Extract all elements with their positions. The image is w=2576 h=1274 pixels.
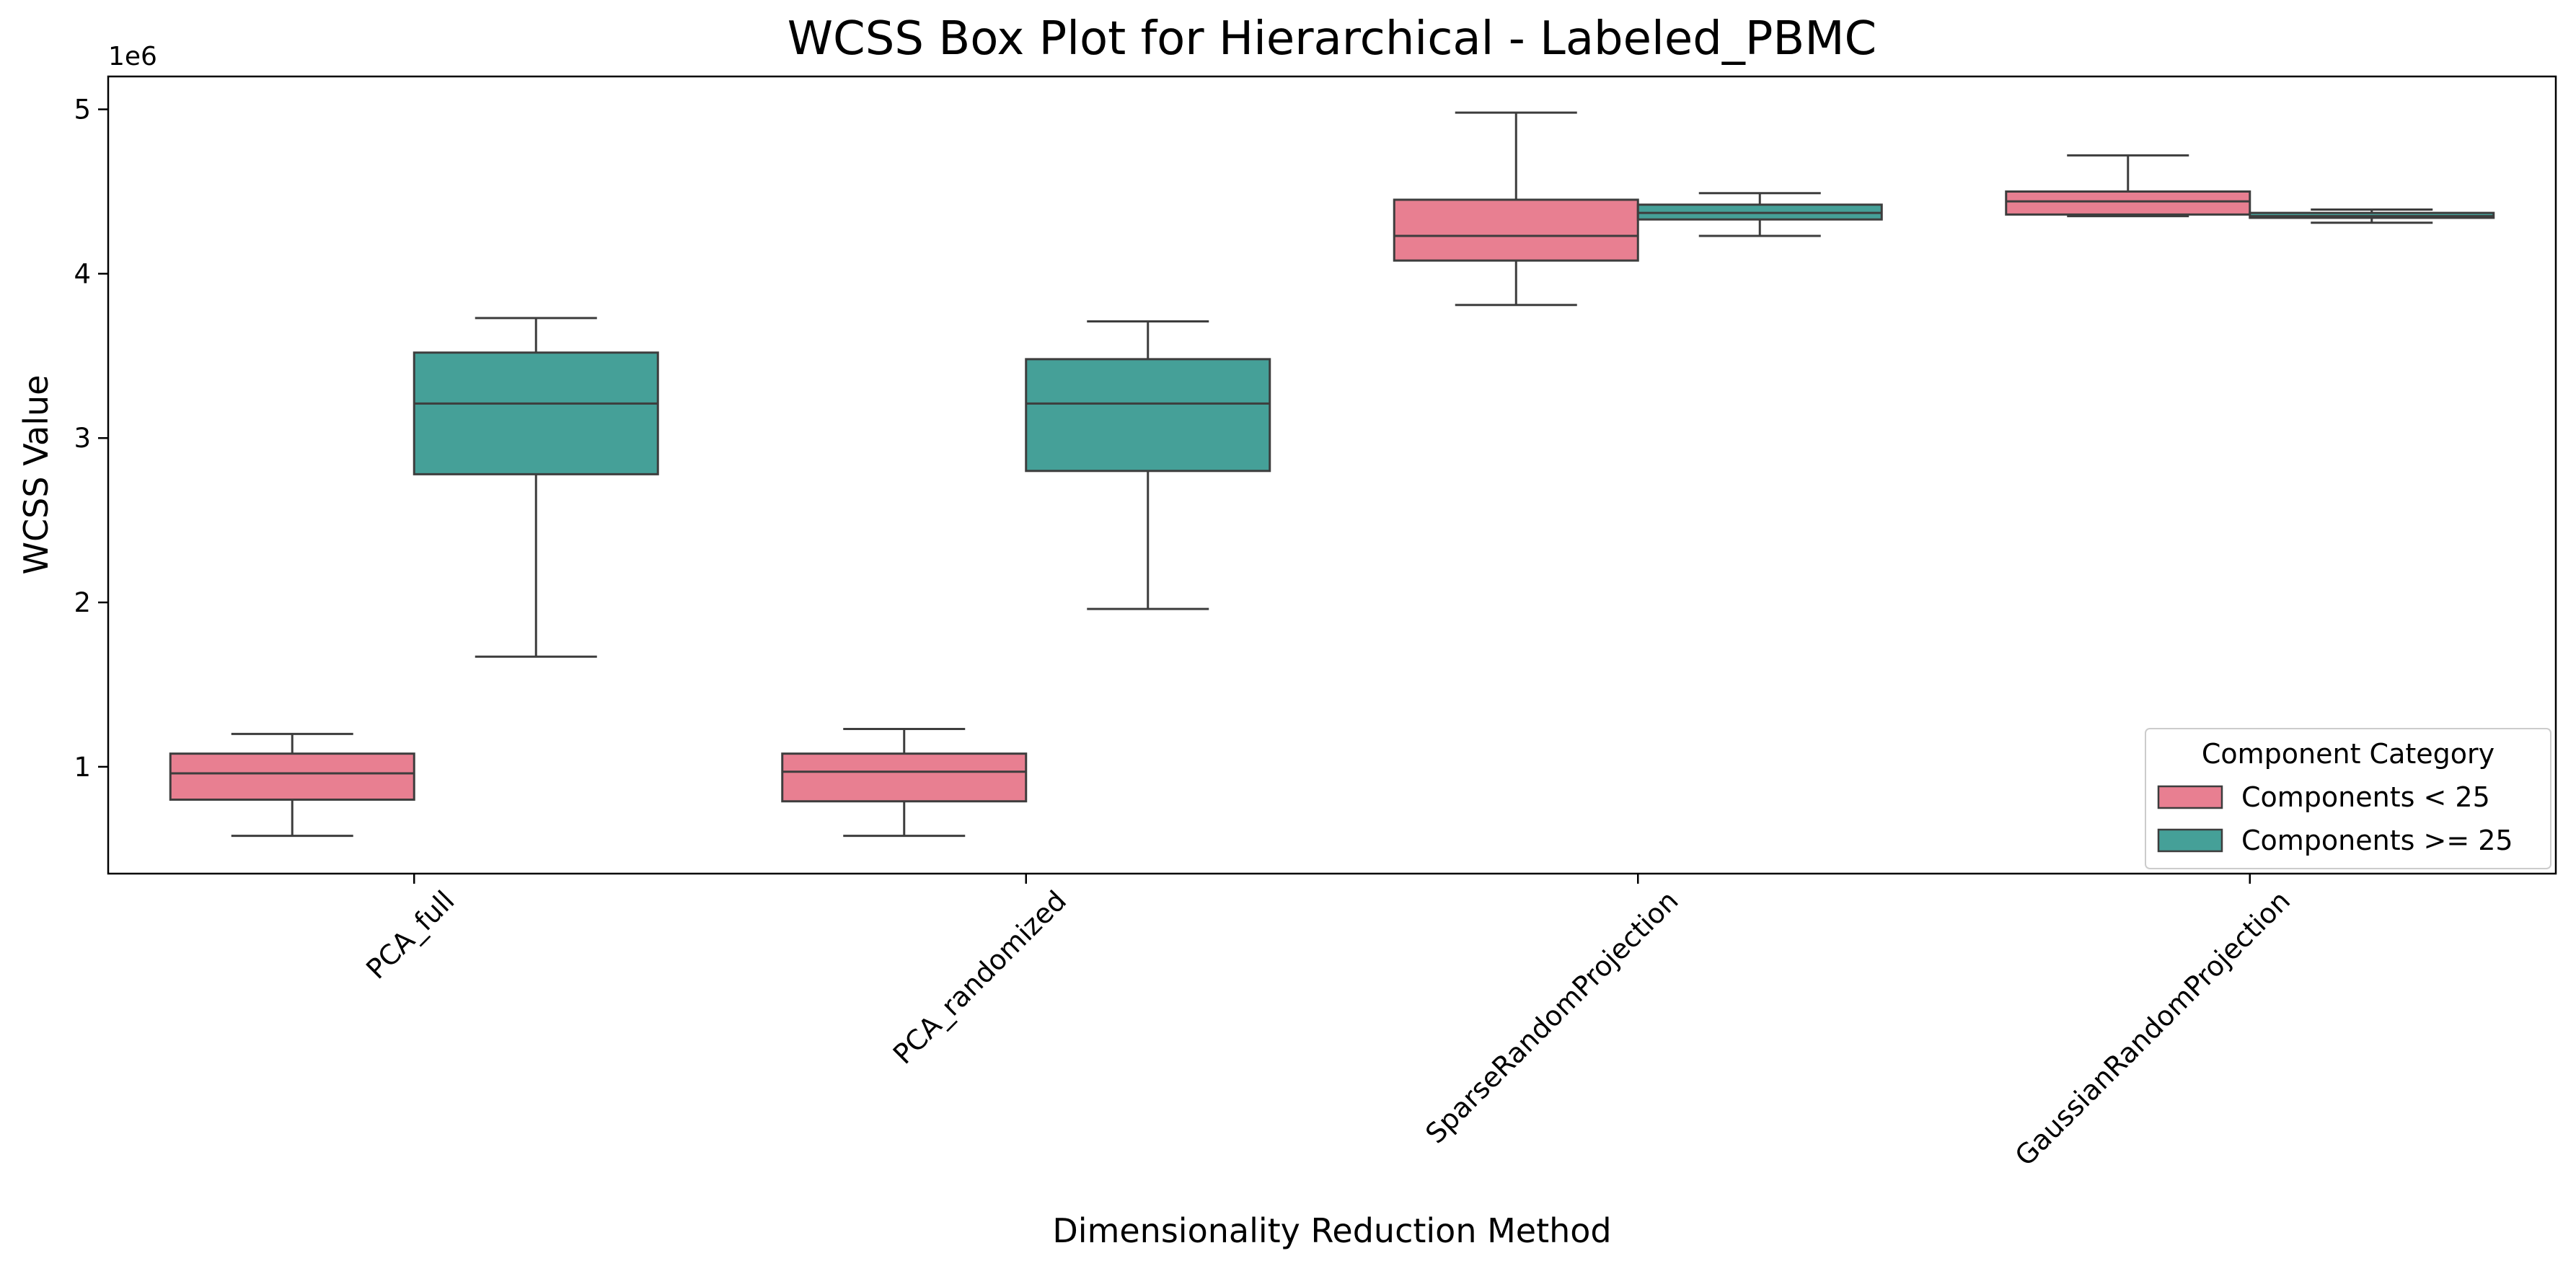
x-axis-ticks: PCA_full PCA_randomized SparseRandomProjec… xyxy=(360,874,2296,1172)
box-1-1 xyxy=(1025,320,1271,610)
y-axis-label: WCSS Value xyxy=(17,375,56,575)
y-tick-label: 4 xyxy=(74,258,91,289)
y-tick-label: 3 xyxy=(74,423,91,454)
y-tick-label: 1 xyxy=(74,752,91,783)
plot-frame xyxy=(107,75,2557,875)
x-tick-label: PCA_randomized xyxy=(887,884,1072,1070)
box-1-2 xyxy=(1636,192,1883,237)
box-iqr xyxy=(1393,198,1639,262)
box-0-0 xyxy=(169,732,415,838)
legend-label-components-ge-25: Components >= 25 xyxy=(2241,825,2513,856)
x-tick-label: PCA_full xyxy=(360,884,460,985)
box-1-0 xyxy=(413,317,659,658)
legend-swatch-components-ge-25 xyxy=(2157,828,2223,853)
box-1-3 xyxy=(2249,208,2495,224)
box-iqr xyxy=(413,351,659,475)
box-0-3 xyxy=(2005,154,2251,218)
box-iqr xyxy=(781,752,1028,803)
legend-box xyxy=(2145,728,2551,869)
box-0-1 xyxy=(781,728,1028,838)
x-tick-label: GaussianRandomProjection xyxy=(2009,884,2297,1172)
x-tick-label: SparseRandomProjection xyxy=(1419,884,1684,1149)
legend: Component Category Components < 25 Compo… xyxy=(2145,728,2551,869)
box-marks xyxy=(169,111,2495,838)
x-axis-label: Dimensionality Reduction Method xyxy=(1052,1211,1611,1250)
legend-title: Component Category xyxy=(2202,738,2495,770)
y-scale-label: 1e6 xyxy=(108,42,157,71)
box-0-2 xyxy=(1393,111,1639,307)
y-tick-label: 5 xyxy=(74,95,91,126)
box-iqr xyxy=(169,752,415,801)
y-axis-ticks: 1 2 3 4 5 xyxy=(74,95,108,783)
box-iqr xyxy=(1025,358,1271,473)
y-tick-label: 2 xyxy=(74,587,91,618)
box-iqr xyxy=(2005,190,2251,216)
chart-title: WCSS Box Plot for Hierarchical - Labeled… xyxy=(788,12,1876,66)
legend-label-components-lt-25: Components < 25 xyxy=(2241,781,2490,813)
legend-swatch-components-lt-25 xyxy=(2157,785,2223,809)
